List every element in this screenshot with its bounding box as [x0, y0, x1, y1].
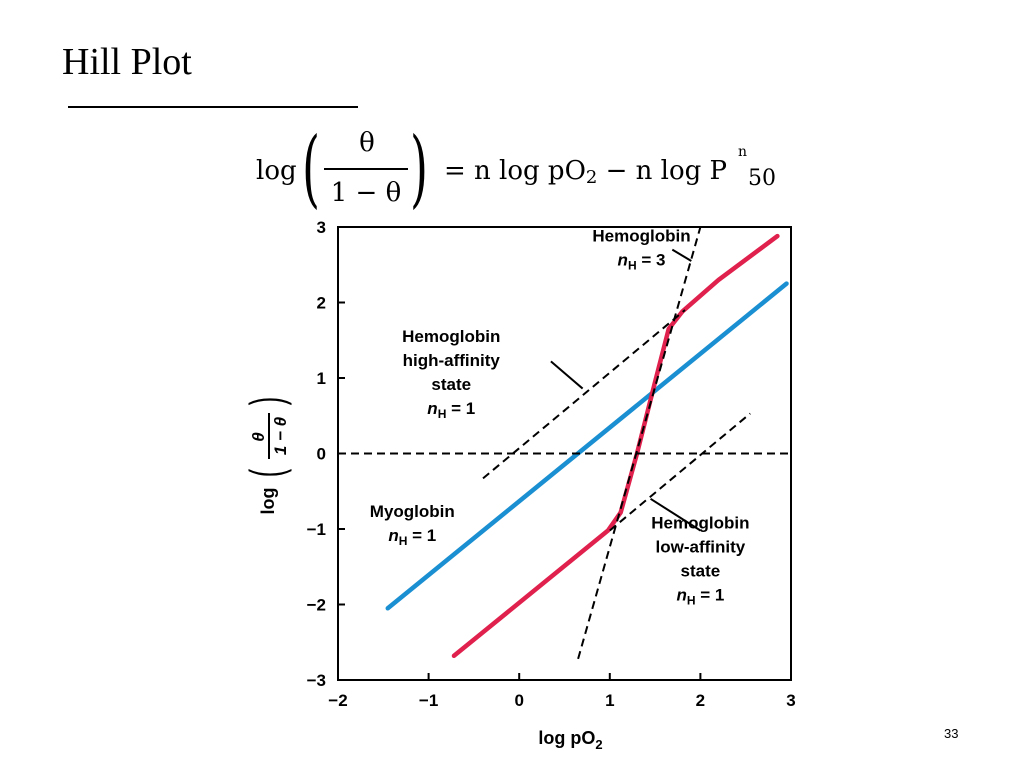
- y-axis-label-rparen: ): [240, 397, 292, 405]
- y-tick-label-1: 2: [317, 294, 326, 313]
- series-line-1: [451, 233, 780, 659]
- equation-fraction-bar: [324, 168, 408, 170]
- slide-title: Hill Plot: [62, 41, 192, 83]
- series-line-0: [385, 281, 789, 611]
- y-tick-label-4: −1: [307, 520, 326, 539]
- equation-superscript-n: n: [738, 144, 748, 160]
- annotation-2-nh: nH = 1: [388, 526, 436, 548]
- x-tick-label-2: 0: [514, 691, 523, 710]
- y-tick-label-0: 3: [317, 218, 326, 237]
- x-tick-label-1: −1: [419, 691, 438, 710]
- annotation-3-line-0: Hemoglobin: [651, 513, 749, 532]
- annotation-2-line-0: Myoglobin: [370, 502, 455, 521]
- equation-left-paren: (: [302, 119, 321, 217]
- annotation-1-leader: [550, 360, 584, 390]
- y-axis-label: log ( θ 1 − θ): [240, 397, 292, 515]
- annotation-1-line-2: state: [431, 375, 471, 394]
- page-number: 33: [944, 726, 959, 741]
- equation-subscript-50: 50: [748, 166, 776, 191]
- y-axis-label-log: log: [258, 488, 278, 515]
- y-axis-label-denominator: 1 − θ: [271, 416, 290, 455]
- equation-denominator: 1 − θ: [330, 178, 402, 208]
- equation-rhs-sub: 2: [585, 167, 598, 188]
- y-axis-label-lparen: (: [240, 468, 292, 477]
- hill-equation: log ( θ 1 − θ ) = n log pO2 − n log P n …: [252, 122, 812, 218]
- annotation-0-nh: nH = 3: [618, 250, 666, 272]
- annotation-3-line-1: low-affinity: [656, 537, 746, 556]
- series-line-4: [609, 412, 751, 532]
- equation-right-paren: ): [410, 119, 429, 217]
- x-tick-label-4: 2: [696, 691, 705, 710]
- annotation-0-line-0: Hemoglobin: [592, 226, 690, 245]
- x-tick-label-5: 3: [786, 691, 795, 710]
- equation-rhs: = n log pO2 − n log P: [444, 156, 727, 188]
- y-tick-label-3: 0: [317, 445, 326, 464]
- y-tick-label-6: −3: [307, 671, 326, 690]
- equation-log: log: [256, 156, 297, 186]
- series-line-2: [577, 226, 702, 660]
- annotation-1-line-1: high-affinity: [403, 351, 501, 370]
- annotation-0-leader: [671, 248, 692, 262]
- y-axis-label-numerator: θ: [249, 432, 268, 442]
- series-line-3: [482, 309, 686, 480]
- annotation-3-line-2: state: [681, 561, 721, 580]
- equation-rhs-main: = n log pO: [444, 156, 586, 186]
- equation-numerator: θ: [359, 128, 375, 158]
- x-tick-label-0: −2: [328, 691, 347, 710]
- annotation-1-line-0: Hemoglobin: [402, 327, 500, 346]
- y-tick-label-5: −2: [307, 596, 326, 615]
- annotation-3-nh: nH = 1: [676, 585, 724, 607]
- annotation-1-nh: nH = 1: [427, 399, 475, 421]
- title-underline: [68, 106, 358, 108]
- x-tick-label-3: 1: [605, 691, 614, 710]
- annotation-3-leader: [650, 497, 701, 532]
- y-tick-label-2: 1: [317, 369, 326, 388]
- equation-rhs-rest: − n log P: [597, 156, 728, 186]
- x-axis-label: log pO2: [538, 728, 602, 752]
